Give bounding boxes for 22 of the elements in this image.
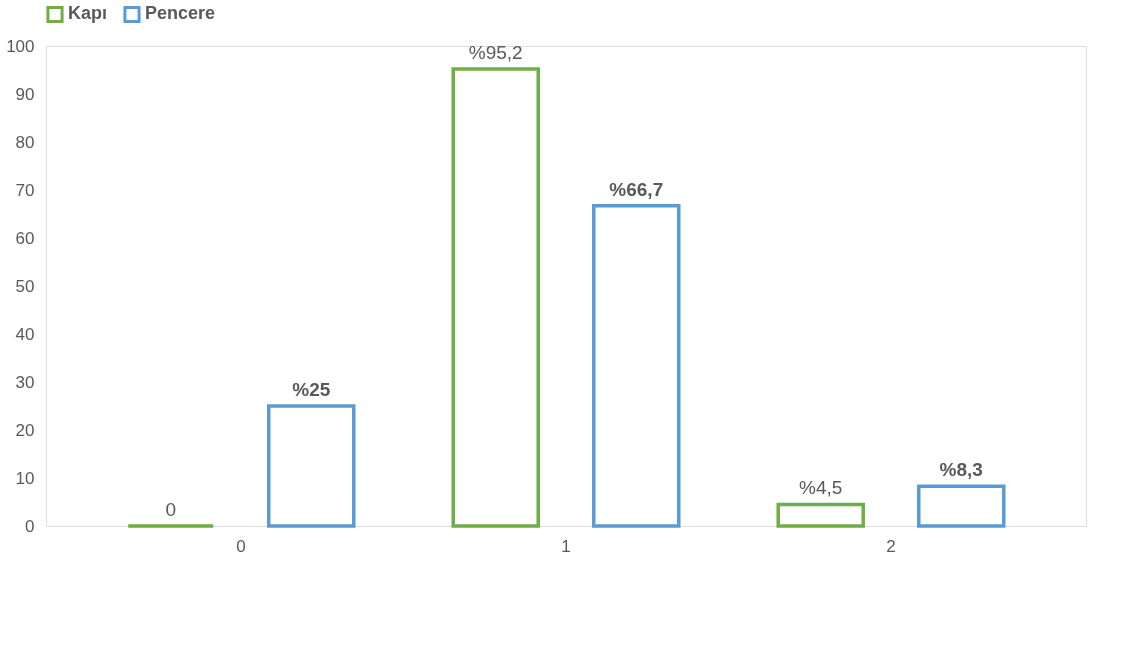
x-tick-label: 2	[886, 536, 896, 556]
y-tick-label: 40	[15, 324, 35, 344]
y-tick-label: 70	[15, 180, 35, 200]
data-label: %4,5	[799, 477, 843, 499]
data-label: 0	[165, 499, 177, 520]
y-tick-label: 90	[15, 84, 35, 104]
legend-label: Kapı	[68, 3, 108, 24]
y-tick-label: 30	[15, 372, 35, 392]
data-label: %95,2	[468, 42, 523, 64]
y-tick-label: 50	[15, 276, 35, 296]
y-tick-label: 10	[15, 468, 35, 488]
y-tick-label: 100	[6, 36, 35, 56]
y-tick-label: 60	[15, 228, 35, 248]
x-tick-label: 0	[236, 536, 246, 556]
data-label: %25	[292, 379, 331, 400]
y-tick-label: 80	[15, 132, 35, 152]
y-tick-label: 0	[25, 516, 35, 536]
data-label: %8,3	[939, 459, 983, 481]
data-label: %66,7	[609, 178, 664, 200]
legend-label: Pencere	[145, 3, 216, 24]
y-tick-label: 20	[15, 420, 35, 440]
x-tick-label: 1	[561, 536, 571, 556]
